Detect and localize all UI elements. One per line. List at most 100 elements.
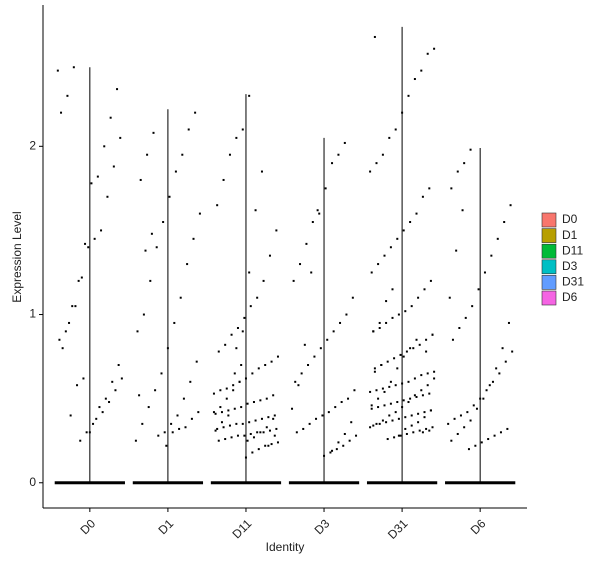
point: [141, 422, 144, 425]
point: [377, 397, 380, 400]
point: [425, 427, 428, 430]
legend-label: D6: [562, 290, 578, 304]
point: [498, 372, 501, 375]
point: [219, 406, 222, 409]
point: [74, 305, 77, 308]
point: [388, 136, 391, 139]
point: [467, 448, 470, 451]
point: [381, 419, 384, 422]
point: [171, 431, 174, 434]
point: [342, 444, 345, 447]
point: [389, 402, 392, 405]
point: [260, 170, 263, 173]
point: [134, 439, 137, 442]
point: [182, 397, 185, 400]
point: [369, 426, 372, 429]
point: [506, 427, 509, 430]
point: [329, 451, 332, 454]
point: [238, 380, 241, 383]
point: [58, 338, 61, 341]
point: [265, 426, 268, 429]
point: [114, 389, 117, 392]
point: [260, 417, 263, 420]
point: [331, 449, 334, 452]
point: [369, 390, 372, 393]
point: [373, 370, 376, 373]
point: [377, 263, 380, 266]
point: [417, 412, 420, 415]
legend-label: D0: [562, 212, 578, 226]
point: [405, 350, 408, 353]
point: [324, 187, 327, 190]
point: [507, 321, 510, 324]
point: [410, 414, 413, 417]
point: [375, 162, 378, 165]
point: [212, 411, 215, 414]
point: [404, 310, 407, 313]
point: [388, 414, 391, 417]
point: [347, 397, 350, 400]
point: [241, 422, 244, 425]
point: [423, 288, 426, 291]
point: [407, 401, 410, 404]
point: [144, 249, 147, 252]
point: [378, 422, 381, 425]
point: [369, 170, 372, 173]
point: [227, 414, 230, 417]
point: [273, 414, 276, 417]
point: [257, 448, 260, 451]
point: [401, 111, 404, 114]
point: [275, 229, 278, 232]
point: [433, 47, 436, 50]
point: [291, 407, 294, 410]
point: [407, 94, 410, 97]
point: [217, 439, 220, 442]
point: [236, 326, 239, 329]
point: [351, 296, 354, 299]
point: [323, 454, 326, 457]
point: [321, 414, 324, 417]
point: [490, 254, 493, 257]
point: [340, 401, 343, 404]
point: [394, 411, 397, 414]
point: [225, 397, 228, 400]
point: [420, 389, 423, 392]
point: [267, 416, 270, 419]
point: [453, 417, 456, 420]
point: [95, 417, 98, 420]
point: [313, 355, 316, 358]
point: [272, 394, 275, 397]
point: [355, 434, 358, 437]
point: [385, 421, 388, 424]
legend-key: [541, 243, 557, 259]
point: [79, 439, 82, 442]
point: [251, 372, 254, 375]
point: [493, 434, 496, 437]
point: [350, 421, 353, 424]
point: [111, 380, 114, 383]
point: [423, 416, 426, 419]
point: [119, 136, 122, 139]
point: [108, 401, 111, 404]
point: [90, 182, 93, 185]
point: [433, 370, 436, 373]
point: [480, 441, 483, 444]
point: [230, 333, 233, 336]
point: [388, 385, 391, 388]
point: [464, 316, 467, 319]
point: [85, 431, 88, 434]
point: [98, 406, 101, 409]
point: [375, 422, 378, 425]
point: [373, 367, 376, 370]
point: [488, 384, 491, 387]
point: [88, 431, 91, 434]
point: [69, 414, 72, 417]
point: [138, 394, 141, 397]
point: [421, 195, 424, 198]
point: [380, 364, 383, 367]
point: [426, 52, 429, 55]
point: [466, 411, 469, 414]
point: [240, 406, 243, 409]
point: [479, 397, 482, 400]
